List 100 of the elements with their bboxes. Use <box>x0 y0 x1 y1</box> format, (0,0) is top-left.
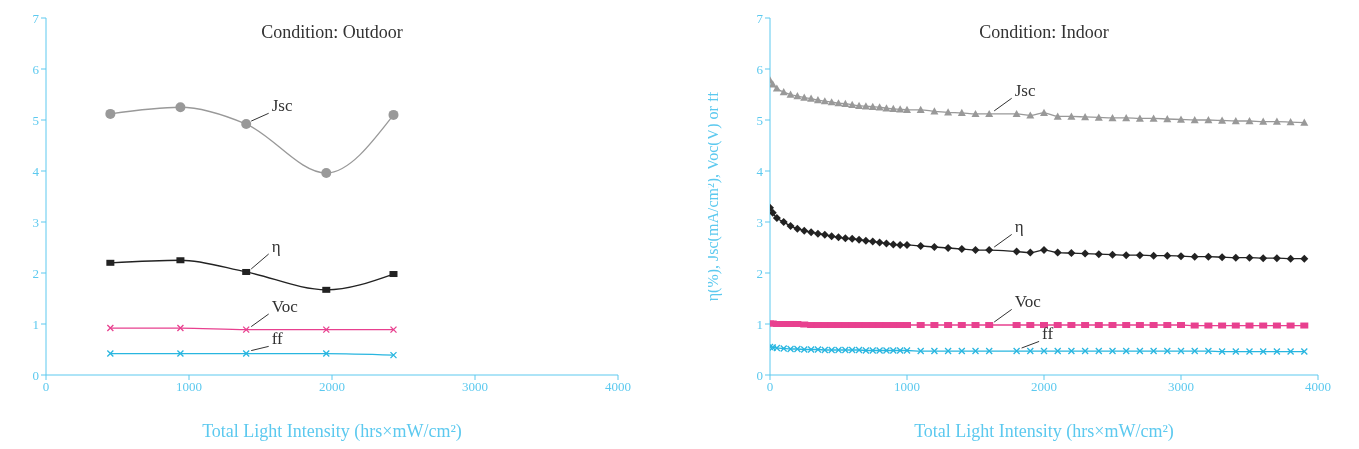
point <box>1273 347 1281 356</box>
point <box>971 246 980 255</box>
point <box>1218 347 1226 356</box>
point <box>389 271 398 278</box>
point <box>1286 322 1295 329</box>
series-label: Voc <box>1014 292 1042 312</box>
point <box>1300 254 1309 263</box>
point <box>903 322 911 329</box>
x-axis-title: Total Light Intensity (hrs×mW/cm²) <box>914 421 1174 442</box>
point <box>1218 253 1227 262</box>
point <box>875 238 884 247</box>
point <box>1204 347 1213 355</box>
point <box>855 235 864 244</box>
point <box>1081 322 1090 329</box>
point <box>241 119 252 130</box>
series-label: ff <box>271 329 284 349</box>
point <box>861 236 870 245</box>
point <box>1204 116 1213 124</box>
x-tick-label: 4000 <box>605 379 631 395</box>
x-axis-title: Total Light Intensity (hrs×mW/cm²) <box>202 421 462 442</box>
y-tick-label: 0 <box>756 367 763 383</box>
point <box>1231 117 1240 125</box>
y-tick-label: 6 <box>756 61 764 77</box>
y-tick-label: 3 <box>32 214 39 230</box>
point <box>1095 347 1103 355</box>
point <box>916 105 925 113</box>
point <box>1149 251 1158 260</box>
point <box>1259 117 1268 125</box>
point <box>896 240 905 249</box>
point <box>1081 249 1090 258</box>
series-label: Jsc <box>1014 81 1036 101</box>
x-tick-label: 1000 <box>894 379 920 395</box>
point <box>242 268 251 275</box>
point <box>1122 347 1130 355</box>
point <box>841 99 850 107</box>
point <box>175 102 186 113</box>
y-tick-label: 1 <box>756 316 763 332</box>
point <box>1012 347 1021 355</box>
point <box>770 208 777 217</box>
point <box>875 103 884 111</box>
point <box>957 108 966 117</box>
point <box>1245 117 1254 125</box>
x-tick-label: 1000 <box>176 379 202 395</box>
y-tick-label: 1 <box>32 316 39 332</box>
series-label: ff <box>1042 324 1054 344</box>
point <box>1108 250 1117 259</box>
point <box>106 349 114 358</box>
point <box>1286 118 1295 126</box>
point <box>1245 322 1254 329</box>
point <box>930 322 939 329</box>
point <box>1012 247 1021 256</box>
point <box>889 240 898 249</box>
y-tick-label: 5 <box>32 112 39 128</box>
point <box>807 228 816 237</box>
point <box>772 213 781 222</box>
point <box>813 229 822 238</box>
x-tick-label: 3000 <box>1168 379 1194 395</box>
point <box>786 90 795 98</box>
point <box>772 84 781 92</box>
y-tick-label: 2 <box>756 265 763 281</box>
point <box>1163 114 1172 123</box>
point <box>1300 118 1309 126</box>
point <box>786 222 795 231</box>
point <box>800 226 809 235</box>
point <box>1135 251 1144 260</box>
point <box>882 239 891 248</box>
point <box>1245 253 1254 262</box>
y-tick-label: 7 <box>756 10 764 26</box>
point <box>1081 112 1090 121</box>
point <box>1177 322 1185 329</box>
x-tick-label: 0 <box>766 379 774 395</box>
point <box>916 322 925 329</box>
point <box>958 347 966 355</box>
point <box>389 351 398 359</box>
point <box>1067 112 1076 120</box>
point <box>820 230 829 239</box>
point <box>1108 113 1117 122</box>
point <box>105 108 116 119</box>
point <box>903 240 911 249</box>
series-label: η <box>1014 217 1024 237</box>
point <box>1053 248 1062 257</box>
point <box>1026 111 1035 119</box>
point <box>1108 347 1117 355</box>
point <box>779 218 788 226</box>
point <box>322 286 331 293</box>
point <box>800 93 809 101</box>
point <box>930 347 939 355</box>
point <box>917 347 925 355</box>
point <box>1122 251 1131 260</box>
point <box>1177 115 1185 123</box>
point <box>1190 116 1199 124</box>
point <box>176 324 185 332</box>
point <box>930 107 939 115</box>
point <box>1122 322 1131 329</box>
point <box>793 92 802 100</box>
point <box>1122 113 1131 122</box>
point <box>827 98 836 106</box>
point <box>1135 322 1144 329</box>
point <box>1231 322 1240 329</box>
point <box>868 237 877 246</box>
